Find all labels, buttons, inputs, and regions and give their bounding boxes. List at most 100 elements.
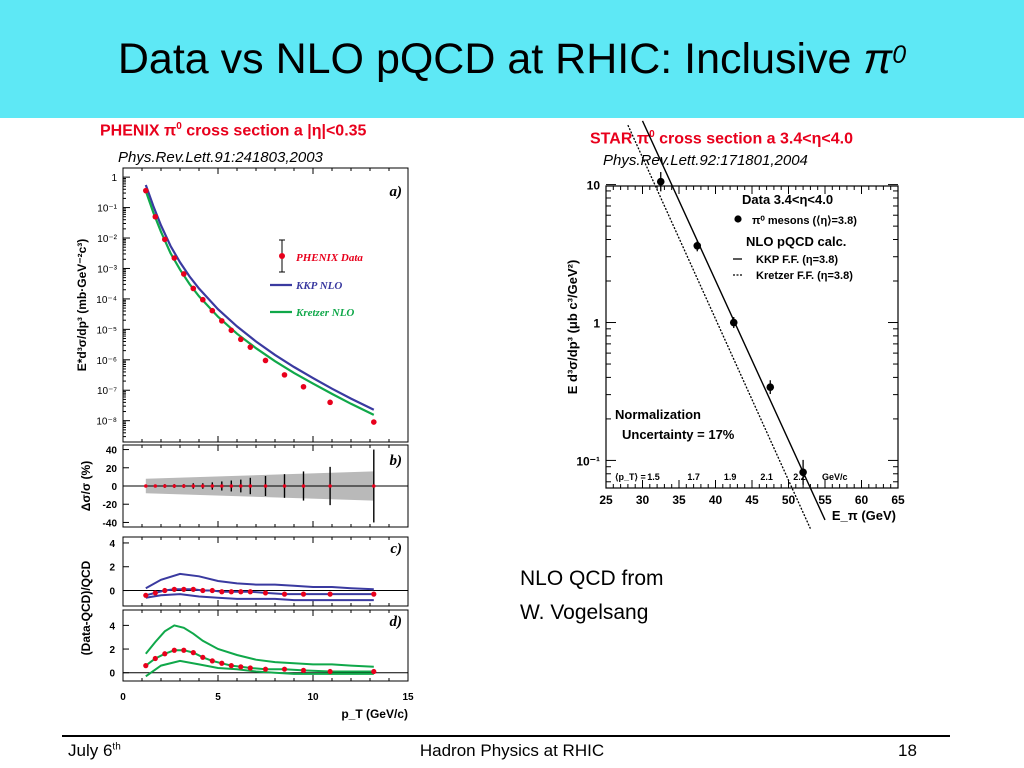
y-axis-label: (Data-QCD)/QCD	[79, 560, 93, 655]
y-tick-label: 20	[106, 464, 118, 475]
data-point	[181, 647, 187, 653]
data-point	[191, 484, 196, 488]
legend-data-marker	[279, 253, 285, 259]
y-tick-label: 4	[109, 539, 115, 550]
phenix-panel-frame	[122, 167, 409, 443]
y-tick-label: 1	[593, 317, 600, 331]
y-axis-label: E*d³σ/dp³ (mb·GeV⁻²c³)	[75, 239, 89, 372]
data-point	[372, 484, 376, 488]
data-point	[238, 664, 244, 670]
phenix-panel-frame	[122, 536, 409, 607]
data-point	[209, 658, 215, 664]
title-superscript: 0	[892, 41, 907, 69]
data-point	[171, 586, 177, 592]
pt-unit: GeV/c	[822, 472, 848, 482]
legend-label: π⁰ mesons (⟨η⟩=3.8)	[752, 215, 857, 227]
phenix-caption-sup: 0	[176, 121, 182, 132]
data-point	[656, 177, 665, 186]
star-caption: STAR π0 cross section a 3.4<η<4.0	[590, 129, 853, 148]
data-point	[327, 668, 333, 675]
pt-value: 1.9	[724, 472, 737, 482]
y-tick-label: 10⁻⁸	[96, 417, 117, 428]
data-point	[247, 589, 253, 595]
y-tick-label: 10⁻⁷	[97, 386, 117, 397]
normalization-note: Uncertainty = 17%	[622, 427, 735, 442]
data-point	[328, 484, 332, 488]
data-point	[238, 336, 244, 343]
data-point	[143, 187, 149, 194]
data-point	[301, 484, 306, 488]
y-tick-label: 10⁻⁶	[96, 356, 117, 367]
y-tick-label: 2	[109, 563, 115, 574]
data-point	[209, 307, 216, 314]
data-point	[219, 589, 225, 595]
data-point	[153, 484, 158, 488]
kkp-curve	[144, 184, 375, 411]
x-axis-label: p_T (GeV/c)	[341, 707, 408, 721]
pt-label: ⟨p_T⟩ =	[615, 472, 646, 482]
data-point	[181, 271, 187, 277]
note-line-1: NLO QCD from	[520, 567, 664, 590]
data-point	[371, 591, 377, 597]
normalization-note: Normalization	[615, 407, 701, 422]
data-point	[729, 318, 738, 327]
footer-date-sup: th	[112, 741, 121, 753]
y-tick-label: 0	[109, 669, 115, 680]
legend-label: Kretzer F.F. (η=3.8)	[756, 270, 853, 282]
lower-band-curve	[145, 593, 374, 602]
data-point	[172, 484, 177, 488]
data-point	[219, 318, 225, 324]
data-point	[282, 484, 287, 488]
data-point	[220, 484, 224, 488]
legend-title: Data 3.4<η<4.0	[742, 192, 833, 207]
y-tick-label: 1	[111, 173, 117, 184]
data-point	[327, 399, 333, 406]
x-tick-label: 50	[782, 493, 796, 507]
y-tick-label: 10⁻¹	[97, 204, 117, 215]
x-tick-label: 30	[636, 493, 650, 507]
y-tick-label: -20	[103, 500, 118, 511]
data-point	[281, 666, 288, 672]
footer-date-text: July 6	[68, 741, 113, 760]
pt-value: 2.2	[793, 472, 806, 482]
footer-title: Hadron Physics at RHIC	[419, 741, 605, 760]
x-axis-label: E_π (GeV)	[832, 508, 896, 523]
y-tick-label: -40	[103, 518, 118, 529]
y-axis-label: Δσ/σ (%)	[79, 461, 93, 511]
data-point	[247, 665, 253, 671]
data-point	[190, 285, 197, 292]
data-point	[144, 484, 148, 488]
data-point	[200, 654, 206, 660]
footer-date: July 6th	[68, 741, 121, 761]
data-point	[181, 586, 187, 592]
x-tick-label: 35	[672, 493, 686, 507]
lower-band-curve	[145, 659, 374, 678]
x-tick-label: 5	[215, 692, 221, 703]
data-point	[201, 484, 205, 488]
y-tick-label: 10⁻¹	[576, 454, 600, 468]
data-point	[262, 590, 269, 596]
legend-label: NLO pQCD calc.	[746, 234, 846, 249]
y-tick-label: 10⁻³	[97, 264, 117, 275]
data-point	[152, 213, 159, 220]
phenix-reference: Phys.Rev.Lett.91:241803,2003	[118, 149, 323, 166]
phenix-caption: PHENIX π0 cross section a |η|<0.35	[100, 121, 366, 140]
x-tick-label: 45	[745, 493, 759, 507]
data-point	[200, 587, 206, 594]
data-point	[152, 655, 158, 662]
panel-label: d)	[390, 614, 403, 630]
data-point	[281, 591, 288, 597]
data-point	[263, 484, 268, 488]
data-point	[171, 255, 178, 261]
data-point	[219, 660, 225, 666]
data-point	[327, 591, 333, 597]
pt-value: 1.5	[647, 472, 660, 482]
x-tick-label: 60	[855, 493, 869, 507]
data-point	[162, 236, 168, 243]
data-point	[190, 650, 196, 656]
phenix-caption-a: PHENIX π	[100, 122, 177, 140]
y-tick-label: 10⁻⁴	[96, 295, 117, 306]
data-point	[281, 372, 288, 378]
data-point	[228, 327, 235, 334]
